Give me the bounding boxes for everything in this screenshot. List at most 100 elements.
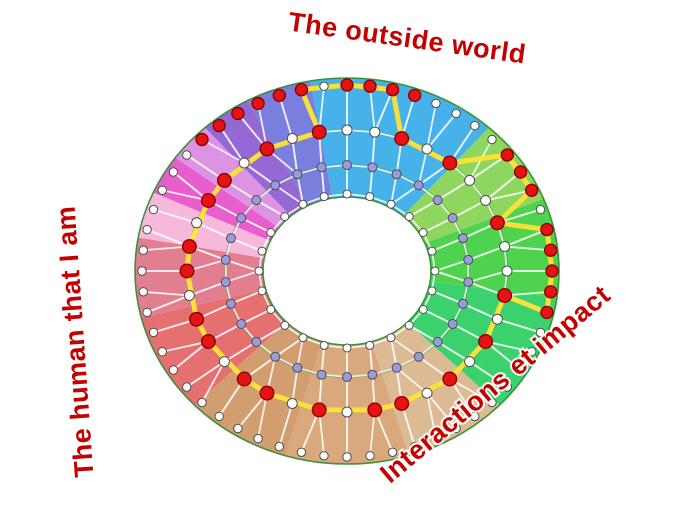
wheel-node[interactable]	[367, 369, 378, 380]
wheel-node[interactable]	[220, 277, 231, 288]
wheel-node[interactable]	[487, 397, 497, 408]
wheel-node[interactable]	[191, 217, 203, 229]
wheel-node[interactable]	[421, 387, 433, 399]
wheel-node[interactable]	[253, 433, 263, 444]
wheel-node-red[interactable]	[259, 141, 275, 157]
wheel-node[interactable]	[233, 423, 243, 434]
wheel-sector-green[interactable]	[424, 198, 559, 298]
wheel-node-red[interactable]	[251, 96, 265, 111]
wheel-node[interactable]	[464, 174, 476, 186]
wheel-node-red[interactable]	[544, 285, 558, 299]
wheel-node-red[interactable]	[385, 82, 400, 97]
wheel-node[interactable]	[447, 319, 458, 329]
wheel-node[interactable]	[470, 120, 480, 131]
wheel-node[interactable]	[527, 347, 537, 357]
wheel-node-red[interactable]	[525, 183, 539, 198]
wheel-node[interactable]	[447, 213, 458, 223]
wheel-node-red[interactable]	[189, 311, 205, 327]
wheel-node[interactable]	[365, 340, 375, 350]
wheel-node-red[interactable]	[478, 334, 494, 350]
wheel-node[interactable]	[515, 365, 526, 375]
wheel-node[interactable]	[157, 347, 168, 357]
wheel-node[interactable]	[236, 319, 247, 329]
wheel-node[interactable]	[535, 327, 546, 338]
wheel-node[interactable]	[142, 224, 152, 235]
wheel-node[interactable]	[280, 320, 290, 330]
wheel-node[interactable]	[292, 169, 303, 180]
wheel-node-red[interactable]	[363, 79, 377, 93]
wheel-node-red[interactable]	[231, 106, 245, 121]
wheel-node-red[interactable]	[179, 263, 195, 279]
wheel-node[interactable]	[431, 98, 441, 109]
wheel-node[interactable]	[137, 266, 147, 276]
wheel-node[interactable]	[418, 228, 428, 237]
wheel-node[interactable]	[220, 254, 231, 265]
wheel-node[interactable]	[270, 351, 281, 362]
wheel-node[interactable]	[319, 340, 329, 350]
wheel-node[interactable]	[430, 266, 440, 276]
wheel-node[interactable]	[463, 254, 474, 265]
wheel-node[interactable]	[451, 108, 461, 119]
wheel-node[interactable]	[182, 150, 192, 160]
wheel-node[interactable]	[197, 397, 207, 408]
wheel-node[interactable]	[254, 266, 264, 276]
wheel-node[interactable]	[502, 382, 512, 392]
wheel-node[interactable]	[280, 212, 290, 222]
wheel-node[interactable]	[257, 286, 267, 296]
wheel-node-red[interactable]	[181, 238, 197, 254]
wheel-node[interactable]	[138, 245, 149, 255]
wheel-node-red[interactable]	[236, 371, 252, 387]
wheel-node-red[interactable]	[195, 132, 209, 147]
wheel-node-red[interactable]	[216, 172, 232, 188]
wheel-node[interactable]	[226, 298, 236, 309]
wheel-node-red[interactable]	[513, 165, 528, 179]
wheel-node[interactable]	[369, 126, 381, 138]
wheel-node[interactable]	[413, 180, 424, 191]
wheel-node-red[interactable]	[212, 118, 226, 133]
wheel-node-red[interactable]	[340, 78, 354, 92]
wheel-node[interactable]	[226, 233, 236, 244]
wheel-node-red[interactable]	[394, 130, 410, 146]
wheel-node[interactable]	[266, 228, 276, 237]
wheel-node[interactable]	[458, 233, 468, 244]
wheel-node[interactable]	[341, 406, 353, 418]
wheel-node[interactable]	[270, 180, 281, 191]
wheel-node[interactable]	[257, 246, 267, 256]
wheel-node[interactable]	[432, 336, 443, 347]
wheel-node-red[interactable]	[500, 148, 514, 162]
wheel-node[interactable]	[319, 81, 329, 91]
wheel-node[interactable]	[138, 287, 149, 297]
wheel-node[interactable]	[218, 356, 230, 368]
wheel-node[interactable]	[342, 372, 352, 382]
wheel-node-red[interactable]	[497, 288, 513, 304]
wheel-node-red[interactable]	[272, 88, 286, 103]
wheel-node[interactable]	[386, 199, 396, 209]
wheel-node-red[interactable]	[544, 243, 558, 257]
wheel-node[interactable]	[501, 265, 513, 277]
wheel-node[interactable]	[319, 192, 329, 202]
wheel-node-red[interactable]	[311, 124, 327, 140]
wheel-node-red[interactable]	[200, 334, 216, 350]
wheel-node[interactable]	[427, 246, 437, 256]
wheel-node-red[interactable]	[489, 215, 505, 231]
wheel-node[interactable]	[487, 134, 497, 145]
wheel-node[interactable]	[251, 195, 262, 206]
wheel-node[interactable]	[316, 162, 327, 173]
wheel-node[interactable]	[480, 195, 492, 206]
wheel-node[interactable]	[342, 343, 352, 353]
wheel-node[interactable]	[341, 124, 353, 136]
wheel-node[interactable]	[342, 189, 352, 199]
wheel-node[interactable]	[266, 305, 276, 314]
wheel-node-red[interactable]	[311, 402, 327, 418]
wheel-node[interactable]	[168, 167, 179, 177]
wheel-node[interactable]	[367, 162, 378, 173]
wheel-sector-blue[interactable]	[310, 78, 489, 216]
wheel-node[interactable]	[365, 192, 375, 202]
wheel-node[interactable]	[157, 185, 168, 196]
wheel-node[interactable]	[499, 241, 511, 252]
wheel-node[interactable]	[470, 411, 480, 422]
wheel-node[interactable]	[464, 356, 476, 368]
wheel-node-red[interactable]	[442, 155, 458, 171]
wheel-node[interactable]	[298, 199, 308, 209]
wheel-node-red[interactable]	[394, 396, 410, 412]
